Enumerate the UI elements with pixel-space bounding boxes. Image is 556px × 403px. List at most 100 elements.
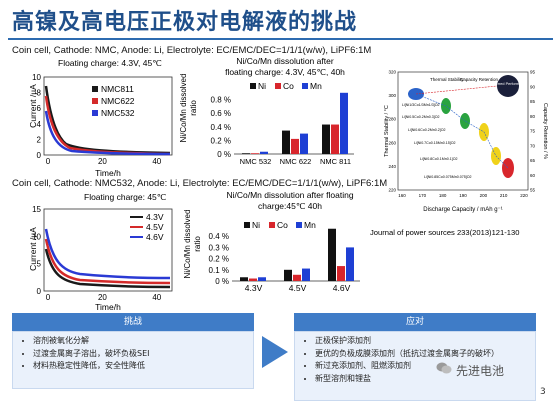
figure-ylabel-left: Thermal Stability / °C	[384, 105, 390, 157]
top-current-condition: Floating charge: 4.3V, 45℃	[58, 58, 162, 68]
curve-4-6v	[44, 228, 171, 280]
top-dissolution-ylabel-1: Ni/Co/Mn dissolved	[179, 74, 188, 143]
figure-left-ticks: 220 240 260 280 300 320	[388, 70, 396, 193]
bottom-current-ylabel: Current /µA	[28, 227, 38, 271]
top-current-x-ticks: 0 20 40	[46, 157, 162, 166]
legend-mn: Mn	[310, 81, 322, 91]
bar-y-tick-label: 0.8 %	[211, 96, 231, 105]
challenge-item: 材料热稳定性降低，安全性降低	[33, 360, 245, 373]
bottom-current-x-ticks: 0 20 40	[46, 293, 162, 302]
bar-y-tick-label: 0.1 %	[209, 266, 229, 275]
bar-y-tick-label: 0 %	[215, 277, 229, 286]
legend-capacity: Capacity Retention	[460, 77, 499, 82]
comp-label-6: Li[Ni0.85Co0.075Mn0.075]O2	[424, 175, 472, 179]
y-tick-label: 0	[37, 287, 42, 296]
y-tick-label: 10	[32, 73, 41, 82]
bar-mn	[258, 277, 266, 281]
fig-left-tick: 260	[388, 140, 396, 145]
fig-x-tick: 190	[459, 193, 467, 198]
y-tick-label: 15	[32, 205, 41, 214]
fig-right-tick: 85	[530, 99, 536, 104]
y-tick-label: 8	[37, 89, 42, 98]
solutions-box: 应对 正极保护添加剂 更优的负极成膜添加剂（抵抗过渡金属离子的破坏） 新过充添加…	[294, 313, 536, 401]
x-tick-label: 40	[152, 157, 161, 166]
bar-category-label: NMC 811	[320, 157, 351, 166]
comp-label-1: Li[Ni1/3Co1/3Mn1/3]O2	[402, 103, 440, 107]
bar-y-tick-label: 0.4 %	[209, 232, 229, 241]
nmc-performance-figure: Thermal Stability / °C Capacity Retentio…	[384, 70, 548, 214]
fig-right-tick: 55	[530, 188, 536, 193]
bottom-current-plot-frame	[43, 208, 173, 292]
top-current-y-ticks: 0 2 4 6 8 10	[32, 73, 41, 160]
fig-x-tick: 180	[439, 193, 447, 198]
page-number: 3	[540, 387, 546, 397]
bar-co	[249, 278, 257, 281]
fig-x-tick: 160	[398, 193, 406, 198]
top-dissolution-ylabel-2: ratio	[189, 100, 198, 116]
solution-item: 新过充添加剂、阻燃添加剂	[315, 360, 527, 373]
x-tick-label: 20	[98, 157, 107, 166]
bar-category-label: NMC 622	[280, 157, 312, 166]
legend-nmc532: NMC532	[101, 108, 135, 118]
legend-4-3v: 4.3V	[146, 212, 164, 222]
legend-4-5v: 4.5V	[146, 222, 164, 232]
fig-left-tick: 320	[388, 70, 396, 75]
solutions-header: 应对	[294, 313, 536, 331]
challenges-header: 挑战	[12, 313, 254, 331]
watermark: 先进电池	[456, 364, 505, 378]
fig-right-tick: 75	[530, 129, 536, 134]
top-current-plot-frame	[43, 76, 173, 156]
bar-category-label: 4.5V	[289, 283, 307, 293]
fig-right-tick: 70	[530, 143, 536, 148]
arrow-right-icon	[262, 336, 288, 368]
top-current-ylabel: Current /µA	[28, 84, 38, 128]
challenges-box: 挑战 溶剂被氧化分解 过渡金属离子溶出，破坏负极SEI 材料热稳定性降低，安全性…	[12, 313, 254, 389]
comp-label-2: Li[Ni0.5Co0.2Mn0.3]O2	[402, 115, 440, 119]
bottom-dissolution-ylabel-1: Ni/Co/Mn dissolved	[183, 210, 192, 279]
y-tick-label: 10	[32, 232, 41, 241]
top-dissolution-bars: 0 % 0.2 % 0.4 % 0.6 % 0.8 % NMC 532 NMC 622 NMC…	[211, 92, 354, 166]
legend-ni: Ni	[258, 81, 266, 91]
bottom-dissolution-ylabel-2: ratio	[193, 236, 202, 252]
bar-category-label: NMC 532	[240, 157, 272, 166]
fig-x-tick: 210	[500, 193, 508, 198]
y-tick-label: 0	[37, 151, 42, 160]
bottom-dissolution-title-1: Ni/Co/Mn dissolution after floating	[226, 190, 353, 200]
y-tick-label: 6	[37, 104, 42, 113]
top-dissolution-title-1: Ni/Co/Mn dissolution after	[236, 56, 333, 66]
bar-y-tick-label: 0.2 %	[209, 255, 229, 264]
bottom-current-legend: 4.3V 4.5V 4.6V	[130, 212, 164, 242]
legend-4-6v: 4.6V	[146, 232, 164, 242]
legend-thermal: Thermal Stability	[430, 77, 464, 82]
fig-right-tick: 65	[530, 158, 536, 163]
bar-category-label: 4.3V	[245, 283, 263, 293]
point-red-1	[502, 158, 514, 178]
bar-y-tick-label: 0.3 %	[209, 243, 229, 252]
y-tick-label: 5	[37, 260, 42, 269]
fig-left-tick: 280	[388, 117, 396, 122]
x-tick-label: 0	[46, 157, 51, 166]
bar-y-tick-label: 0.4 %	[211, 123, 231, 132]
bar-category-label: 4.6V	[333, 283, 351, 293]
bar-co	[291, 138, 299, 154]
fig-left-tick: 220	[388, 188, 396, 193]
challenge-item: 过渡金属离子溶出，破坏负极SEI	[33, 348, 245, 361]
bar-mn	[260, 151, 268, 154]
fig-right-tick: 95	[530, 70, 536, 75]
x-tick-label: 20	[98, 293, 107, 302]
bottom-panel-charts: Floating charge: 45℃ Current /µA 051015 …	[28, 190, 519, 311]
bar-co	[293, 274, 301, 281]
bottom-cell-info: Coin cell, Cathode: NMC532, Anode: Li, E…	[12, 178, 388, 189]
solution-item: 新型溶剂和锂盐	[315, 373, 527, 386]
bar-mn	[302, 268, 310, 281]
preferred-marker	[497, 75, 519, 97]
wechat-icon	[436, 362, 452, 374]
curve-4-5v	[44, 238, 171, 285]
bar-mn	[300, 133, 308, 154]
figure-right-ticks: 55 60 65 70 75 80 85 90 95	[530, 70, 536, 193]
citation: Journal of power sources 233(2013)121-13…	[370, 228, 519, 237]
point-green-1	[441, 98, 451, 114]
bar-mn	[340, 92, 348, 154]
bottom-dissolution-bars: 0 % 0.1 % 0.2 % 0.3 % 0.4 % 4.3V 4.5V 4.6V	[209, 228, 360, 293]
fig-left-tick: 300	[388, 93, 396, 98]
